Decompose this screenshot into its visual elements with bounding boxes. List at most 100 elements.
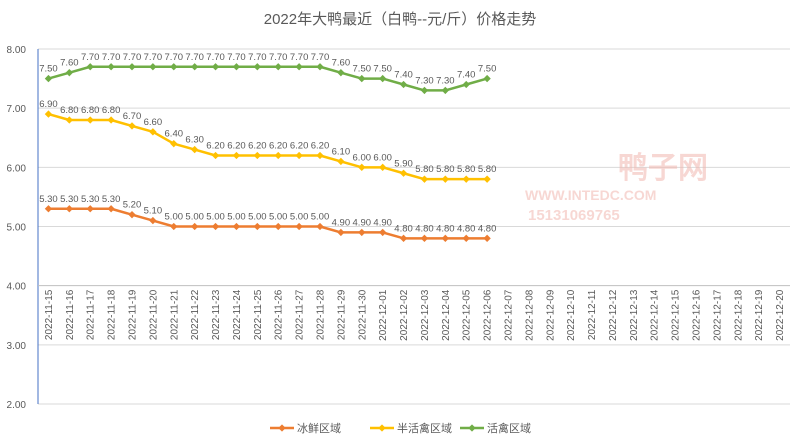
data-label: 5.00 xyxy=(165,212,184,223)
watermark-phone: 15131069765 xyxy=(528,207,620,224)
data-point xyxy=(399,80,408,89)
data-point xyxy=(295,151,303,160)
legend-marker xyxy=(468,424,476,432)
x-tick-label: 2022-12-10 xyxy=(566,289,577,341)
data-label: 5.30 xyxy=(81,194,100,205)
x-tick-label: 2022-12-13 xyxy=(629,289,640,341)
y-tick-label: 2.00 xyxy=(7,400,27,411)
data-label: 7.40 xyxy=(457,70,476,81)
data-point xyxy=(232,63,241,71)
x-tick-label: 2022-11-20 xyxy=(148,289,159,340)
data-point xyxy=(86,116,94,124)
data-label: 7.50 xyxy=(353,64,372,75)
y-tick-label: 3.00 xyxy=(7,341,27,352)
x-tick-label: 2022-11-23 xyxy=(211,289,222,340)
x-tick-label: 2022-11-15 xyxy=(44,289,55,340)
data-label: 4.80 xyxy=(436,223,455,234)
data-label: 6.80 xyxy=(81,105,100,116)
x-tick-label: 2022-12-06 xyxy=(483,289,494,341)
data-point xyxy=(65,205,74,213)
data-label: 6.70 xyxy=(123,111,142,122)
x-tick-label: 2022-12-14 xyxy=(650,289,661,341)
data-point xyxy=(211,63,220,71)
data-point xyxy=(211,222,220,231)
watermark-brand: 鸭子网 xyxy=(618,152,708,185)
data-point xyxy=(190,145,199,154)
x-tick-label: 2022-11-27 xyxy=(295,289,306,340)
data-point xyxy=(399,169,408,177)
data-label: 7.70 xyxy=(206,52,225,63)
data-point xyxy=(441,175,450,183)
data-point xyxy=(128,122,136,130)
data-label: 6.60 xyxy=(144,117,163,128)
x-tick-label: 2022-12-19 xyxy=(754,289,765,341)
data-point xyxy=(441,234,450,243)
y-tick-label: 6.00 xyxy=(7,163,27,174)
x-tick-label: 2022-12-16 xyxy=(692,289,703,341)
data-point xyxy=(253,63,262,71)
data-point xyxy=(44,110,53,118)
data-point xyxy=(211,151,220,160)
data-point xyxy=(420,175,429,183)
legend-label: 半活禽区域 xyxy=(397,421,452,435)
data-point xyxy=(107,205,115,213)
data-point xyxy=(44,205,53,213)
data-label: 5.30 xyxy=(39,194,58,205)
data-point xyxy=(274,63,282,71)
data-label: 6.30 xyxy=(185,135,204,146)
data-label: 6.10 xyxy=(332,146,351,157)
data-label: 6.80 xyxy=(60,105,79,116)
data-point xyxy=(483,74,491,83)
data-label: 4.80 xyxy=(415,223,434,234)
data-point xyxy=(420,86,429,95)
data-label: 5.00 xyxy=(311,212,330,223)
data-label: 7.70 xyxy=(165,52,184,63)
data-label: 7.70 xyxy=(144,52,163,63)
data-point xyxy=(358,228,366,237)
data-label: 7.70 xyxy=(290,52,309,63)
data-label: 7.70 xyxy=(185,52,204,63)
series-line xyxy=(48,207,488,240)
data-label: 4.80 xyxy=(394,223,413,234)
data-label: 7.70 xyxy=(248,52,267,63)
data-point xyxy=(107,63,115,71)
data-label: 5.80 xyxy=(478,164,497,175)
data-point xyxy=(462,175,470,183)
data-label: 6.20 xyxy=(311,141,330,152)
chart-title: 2022年大鸭最近（白鸭--元/斤）价格走势 xyxy=(264,11,537,28)
data-point xyxy=(399,234,408,243)
data-point xyxy=(128,210,136,219)
y-tick-label: 5.00 xyxy=(7,223,27,234)
x-tick-label: 2022-12-17 xyxy=(712,289,723,341)
x-tick-label: 2022-12-03 xyxy=(420,289,431,341)
data-label: 6.20 xyxy=(269,141,288,152)
x-tick-label: 2022-12-11 xyxy=(587,289,598,340)
data-point xyxy=(86,63,94,71)
legend-marker xyxy=(278,424,286,432)
data-point xyxy=(107,116,115,124)
legend-label: 冰鲜区域 xyxy=(297,421,341,435)
data-point xyxy=(358,163,366,172)
data-point xyxy=(378,163,387,172)
data-label: 5.20 xyxy=(123,200,142,211)
legend-marker xyxy=(378,424,386,432)
data-label: 4.80 xyxy=(478,223,497,234)
x-tick-label: 2022-12-08 xyxy=(524,289,535,341)
x-tick-label: 2022-12-04 xyxy=(441,289,452,341)
data-label: 7.70 xyxy=(81,52,100,63)
data-label: 6.80 xyxy=(102,105,121,116)
x-tick-label: 2022-11-25 xyxy=(253,289,264,340)
data-label: 5.90 xyxy=(394,158,413,169)
data-point xyxy=(337,228,345,237)
data-label: 5.00 xyxy=(290,212,309,223)
data-point xyxy=(295,63,303,71)
data-label: 5.30 xyxy=(60,194,79,205)
data-label: 5.00 xyxy=(206,212,225,223)
data-point xyxy=(190,63,199,71)
data-point xyxy=(274,222,282,231)
data-label: 7.70 xyxy=(269,52,288,63)
data-point xyxy=(420,234,429,243)
x-tick-label: 2022-11-18 xyxy=(107,289,118,340)
watermark-url: WWW.INTEDC.COM xyxy=(525,187,656,203)
